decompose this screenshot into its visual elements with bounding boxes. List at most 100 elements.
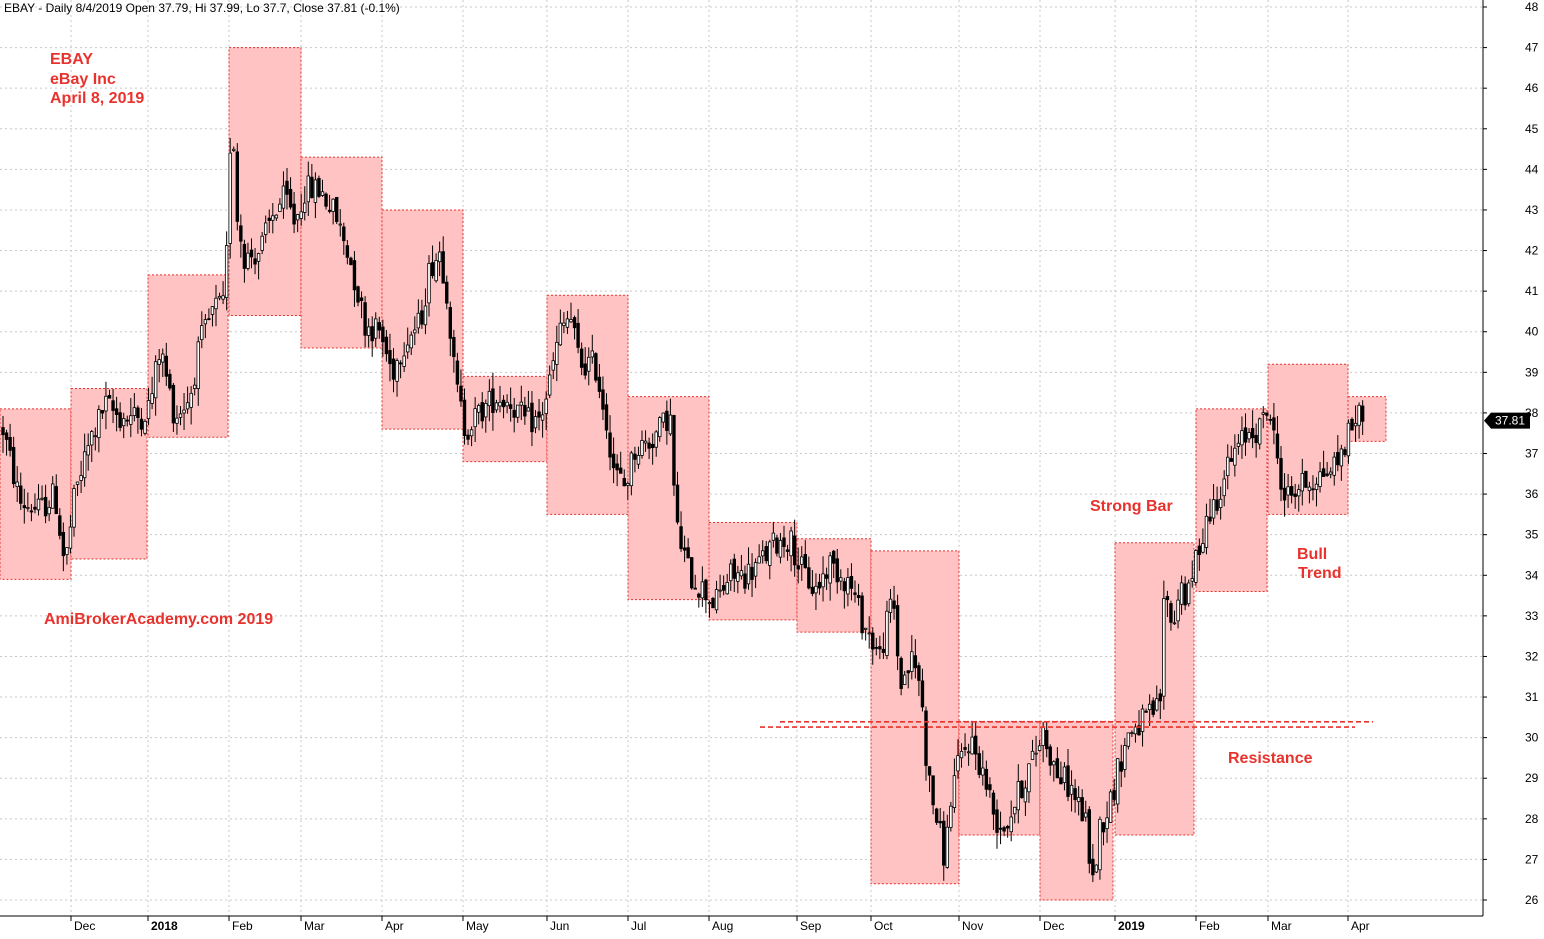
candle-body: [658, 417, 662, 438]
x-tick-label: May: [466, 919, 489, 933]
candle-body: [650, 443, 655, 448]
candle-body: [917, 665, 921, 681]
candle-body: [82, 451, 87, 479]
candle-body: [1329, 471, 1333, 475]
candle-body: [1236, 442, 1241, 447]
annotation-watermark: AmiBrokerAcademy.com 2019: [44, 611, 273, 628]
candle-body: [469, 429, 474, 437]
x-tick-label: Jul: [631, 919, 646, 933]
candle-body: [544, 398, 548, 414]
candle-body: [434, 259, 438, 282]
y-tick-label: 46: [1525, 81, 1539, 95]
candle-body: [643, 440, 648, 444]
candle-body: [1240, 430, 1244, 446]
candle-body: [949, 805, 953, 828]
candle-body: [548, 374, 552, 396]
candle-body: [196, 341, 200, 389]
candle-body: [1275, 433, 1280, 459]
candle-body: [1339, 448, 1344, 467]
candle-body: [1158, 693, 1162, 702]
candle-body: [114, 408, 119, 415]
candle-body: [1247, 432, 1251, 440]
candle-body: [242, 243, 247, 269]
candle-body: [796, 565, 800, 570]
candle-body: [1073, 788, 1077, 801]
candle-body: [473, 408, 477, 428]
candle-body: [1108, 791, 1113, 823]
candle-body: [437, 251, 442, 263]
candle-body: [232, 148, 236, 151]
y-tick-label: 32: [1525, 649, 1539, 663]
candle-body: [601, 389, 605, 410]
candle-body: [1147, 703, 1152, 711]
candle-body: [36, 498, 41, 511]
candle-body: [409, 334, 413, 349]
candle-body: [693, 587, 697, 590]
candle-body: [1101, 822, 1106, 833]
candle-body: [15, 481, 19, 488]
candle-body: [1233, 447, 1237, 466]
candle-body: [281, 185, 286, 209]
x-tick-label: Sep: [800, 919, 822, 933]
candle-body: [1059, 777, 1063, 785]
y-tick-label: 31: [1525, 690, 1539, 704]
candle-body: [1172, 622, 1177, 625]
candle-body: [1311, 488, 1315, 491]
candle-body: [90, 431, 94, 446]
candle-body: [959, 750, 964, 759]
candle-body: [711, 597, 715, 609]
candle-body: [540, 414, 545, 421]
candle-body: [54, 486, 58, 515]
candle-body: [1087, 809, 1091, 864]
candle-body: [956, 755, 960, 772]
candle-body: [771, 532, 776, 541]
candle-body: [331, 198, 335, 212]
candle-body: [576, 322, 580, 348]
candle-body: [782, 537, 786, 548]
candle-body: [970, 736, 974, 755]
candle-body: [995, 809, 999, 833]
y-tick-label: 28: [1525, 812, 1539, 826]
candle-body: [736, 572, 740, 582]
y-tick-label: 43: [1525, 203, 1539, 217]
candle-body: [292, 203, 296, 225]
candle-body: [299, 211, 303, 219]
candle-body: [1041, 726, 1045, 746]
candle-body: [611, 453, 616, 469]
candle-body: [118, 412, 122, 428]
candle-body: [320, 191, 325, 196]
candle-body: [235, 151, 239, 222]
candle-body: [640, 440, 644, 456]
candle-body: [572, 317, 577, 329]
candle-body: [345, 245, 350, 258]
candle-body: [72, 488, 76, 528]
candle-body: [107, 394, 112, 399]
candle-body: [1119, 761, 1123, 772]
y-tick-label: 27: [1525, 852, 1539, 866]
candle-body: [157, 359, 161, 365]
candle-body: [1023, 787, 1028, 803]
y-tick-label: 33: [1525, 609, 1539, 623]
last-price-badge: 37.81: [1484, 412, 1530, 429]
candle-body: [249, 249, 254, 258]
candle-body: [1091, 858, 1095, 876]
candle-body: [185, 402, 190, 410]
candle-body: [924, 710, 928, 766]
candle-body: [182, 409, 186, 414]
candle-body: [1218, 498, 1223, 508]
candle-body: [334, 196, 339, 222]
candle-body: [1265, 412, 1269, 416]
last-price-label: 37.81: [1495, 414, 1525, 428]
candle-body: [221, 295, 225, 300]
candle-body: [192, 384, 197, 389]
candle-body: [768, 541, 772, 566]
y-tick-label: 34: [1525, 568, 1539, 582]
monthly-range-box: [0, 408, 72, 580]
candle-body: [587, 356, 591, 372]
candle-body: [629, 452, 634, 487]
candle-body: [423, 305, 428, 326]
candle-body: [132, 407, 137, 416]
candle-body: [1027, 763, 1031, 793]
candle-body: [168, 373, 172, 389]
